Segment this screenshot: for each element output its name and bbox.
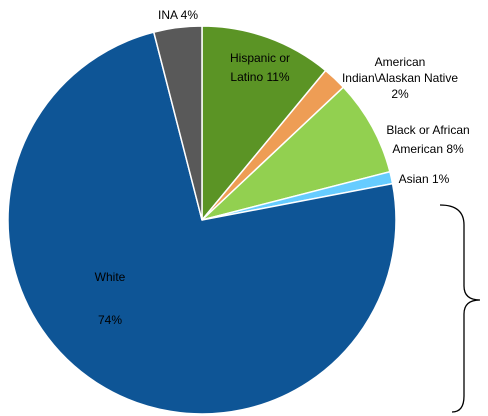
slice-label-black-or-african-american: Black or African American 8% <box>386 123 469 156</box>
curly-bracket <box>439 204 481 413</box>
pie-slice-hispanic-or-latino <box>201 25 327 221</box>
pie-slices <box>7 25 397 415</box>
pie-slice-white <box>7 31 397 415</box>
pie-slice-black-or-african-american <box>201 86 391 221</box>
slice-label-asian: Asian 1% <box>399 172 450 186</box>
slice-label-hispanic-or-latino: Hispanic or Latino 11% <box>230 51 290 84</box>
slice-label-ina: INA 4% <box>158 8 198 22</box>
slice-labels: Hispanic or Latino 11% American Indian\Alas… <box>95 8 470 327</box>
slice-label-american-indian-alaskan-native: American Indian\Alaskan Native 2% <box>342 55 458 101</box>
pie-slice-ina <box>153 25 203 221</box>
slice-label-white: White 74% <box>95 270 126 327</box>
